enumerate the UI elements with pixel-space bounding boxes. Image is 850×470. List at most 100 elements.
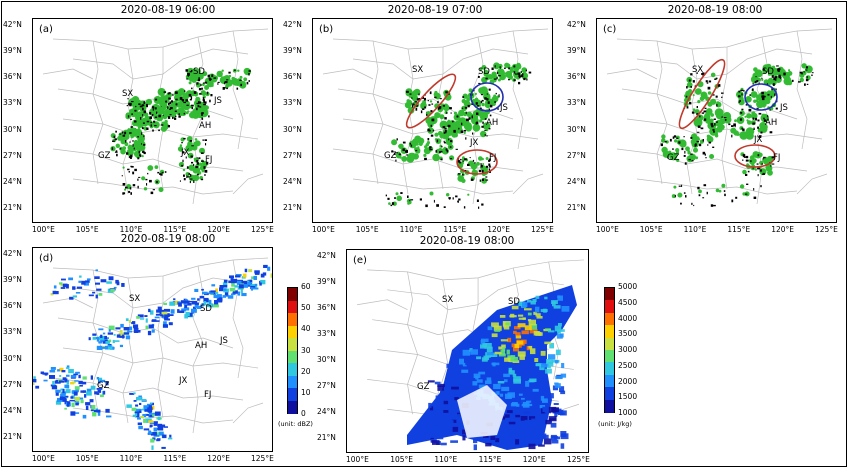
radar-cell — [153, 427, 158, 432]
radar-cell — [67, 401, 70, 405]
cape-cell — [530, 300, 536, 305]
black-echo-cell — [708, 141, 711, 144]
green-echo-cell — [414, 147, 421, 154]
cape-cell — [454, 414, 461, 420]
radar-cell — [150, 432, 157, 436]
radar-cell — [100, 279, 107, 283]
black-echo-cell — [182, 159, 184, 163]
map-panel-a: (a) SX SD JS AH GZ JX FJ — [32, 18, 273, 223]
black-echo-cell — [135, 105, 137, 108]
radar-cell — [73, 373, 78, 376]
black-echo-cell — [143, 151, 146, 155]
colorbar-cape-segment — [605, 362, 614, 376]
black-echo-cell — [169, 92, 171, 95]
cape-cell — [517, 323, 526, 328]
cape-cell — [507, 355, 513, 360]
black-echo-cell — [143, 150, 145, 152]
lon-tick-label: 125°E — [251, 225, 274, 234]
radar-cell — [187, 300, 194, 303]
black-echo-cell — [712, 94, 715, 96]
cape-cell — [494, 329, 501, 332]
radar-cell — [89, 399, 94, 403]
cape-cell — [456, 380, 460, 385]
black-echo-cell — [702, 151, 706, 155]
province-border — [72, 178, 234, 195]
radar-cell — [224, 291, 229, 296]
black-echo-cell — [183, 112, 185, 115]
radar-cell — [88, 294, 94, 297]
green-echo-cell — [799, 72, 805, 78]
radar-cell — [242, 280, 248, 285]
black-echo-cell — [168, 102, 170, 106]
radar-cell — [191, 308, 197, 313]
black-echo-cell — [145, 178, 148, 181]
black-echo-cell — [123, 192, 126, 195]
black-echo-cell — [523, 77, 526, 81]
radar-cell — [231, 278, 237, 284]
cape-cell — [496, 391, 500, 395]
green-echo-cell — [458, 109, 465, 117]
colorbar-cape-segment — [605, 387, 614, 401]
black-echo-cell — [149, 116, 152, 120]
black-echo-cell — [770, 95, 772, 98]
radar-cell — [80, 390, 85, 393]
black-echo-cell — [683, 155, 686, 157]
black-echo-cell — [476, 112, 479, 115]
province-border — [636, 178, 798, 195]
black-echo-cell — [201, 112, 204, 115]
black-echo-cell — [201, 113, 203, 116]
black-echo-cell — [703, 118, 707, 121]
black-echo-cell — [769, 131, 773, 134]
black-echo-cell — [522, 73, 524, 75]
black-echo-cell — [771, 156, 774, 159]
black-echo-cell — [429, 91, 432, 95]
cape-cell — [435, 430, 440, 435]
radar-cell — [168, 322, 173, 326]
cape-cell — [497, 381, 505, 384]
black-echo-cell — [139, 105, 143, 108]
radar-cell — [151, 329, 155, 333]
cape-cell — [462, 435, 466, 441]
black-echo-cell — [149, 179, 152, 183]
radar-cell — [125, 335, 131, 340]
province-border — [352, 178, 514, 195]
green-echo-cell — [132, 101, 141, 110]
cape-cell — [427, 380, 435, 383]
cape-cell — [433, 409, 442, 415]
province-border — [42, 297, 94, 309]
black-echo-cell — [111, 147, 114, 150]
cape-cell — [491, 322, 499, 328]
green-echo-cell — [752, 94, 756, 98]
lat-tick-label: 33°N — [317, 329, 336, 338]
radar-cell — [187, 303, 192, 306]
black-echo-cell — [121, 175, 123, 177]
black-echo-cell — [204, 174, 206, 176]
black-echo-cell — [685, 95, 688, 98]
green-echo-cell — [182, 168, 186, 172]
lon-tick-label: 105°E — [355, 225, 379, 234]
black-echo-cell — [756, 107, 759, 109]
black-echo-cell — [462, 96, 465, 98]
black-echo-cell — [141, 143, 142, 145]
cape-cell — [512, 373, 517, 377]
black-echo-cell — [664, 141, 667, 143]
radar-cell — [59, 367, 64, 372]
lon-tick-label: 115°E — [163, 454, 187, 463]
green-echo-cell — [753, 99, 757, 103]
black-echo-cell — [411, 103, 414, 105]
green-echo-cell — [443, 146, 447, 150]
black-echo-cell — [518, 81, 521, 85]
black-echo-cell — [738, 90, 741, 93]
colorbar-cape-tick-label: 1000 — [618, 408, 638, 417]
black-echo-cell — [146, 183, 148, 186]
echo-layer — [385, 62, 532, 209]
radar-cell — [163, 302, 167, 305]
black-echo-cell — [762, 68, 765, 70]
colorbar-cape-tick-label: 1500 — [618, 392, 638, 402]
cape-cell — [542, 398, 548, 403]
cape-cell — [448, 403, 455, 406]
black-echo-cell — [714, 78, 717, 80]
radar-cell — [96, 409, 101, 413]
radar-cell — [167, 437, 173, 440]
black-echo-cell — [424, 106, 427, 109]
